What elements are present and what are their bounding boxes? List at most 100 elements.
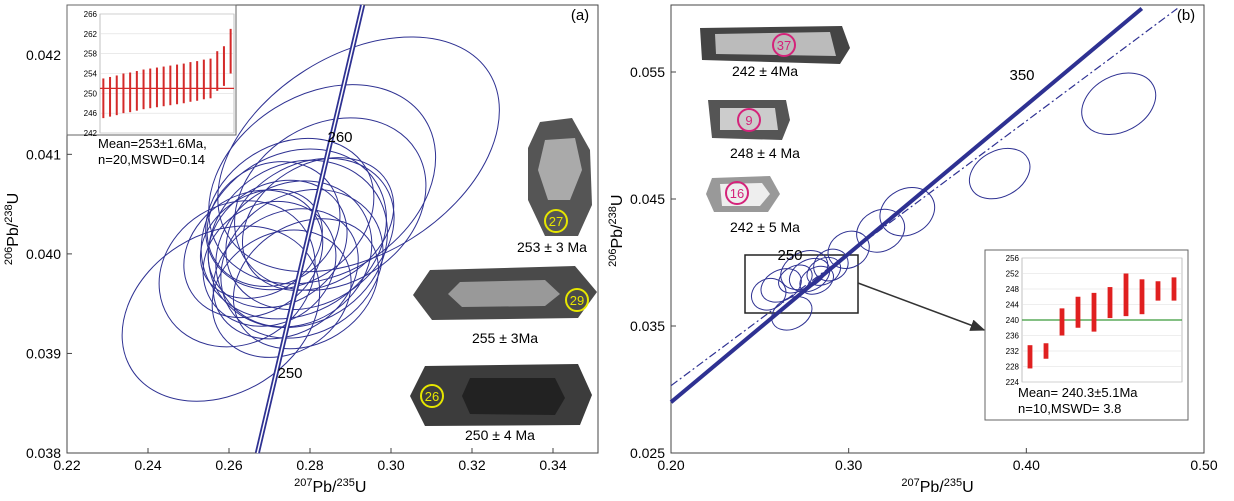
x-tick-label: 0.40	[1013, 457, 1040, 473]
grain-spot-label: 29	[570, 293, 584, 308]
error-bar	[216, 51, 218, 91]
error-bar	[1140, 279, 1145, 314]
x-tick-label: 0.34	[539, 457, 566, 473]
y-axis-label: 206Pb/238U	[607, 195, 626, 267]
error-bar	[196, 61, 198, 101]
label-text: U	[355, 479, 367, 496]
figure: 0.220.240.260.280.300.320.340.0380.0390.…	[0, 0, 1234, 496]
error-bar	[169, 66, 171, 106]
error-bar	[1108, 287, 1113, 318]
y-tick-label: 246	[84, 109, 98, 118]
y-tick-label: 0.040	[26, 246, 61, 262]
y-tick-label: 0.045	[630, 191, 665, 207]
grain-spot-label: 16	[730, 186, 744, 201]
y-tick-label: 0.042	[26, 47, 61, 63]
y-tick-label: 236	[1006, 332, 1020, 341]
error-ellipse	[1071, 61, 1166, 147]
x-axis-label: 207Pb/235U	[294, 477, 366, 496]
label-superscript: 207	[901, 477, 919, 489]
error-bar	[230, 29, 232, 74]
zircon-image	[462, 378, 565, 415]
inset-summary: n=20,MSWD=0.14	[98, 152, 205, 167]
x-axis-label: 207Pb/235U	[901, 477, 973, 496]
label-text: Pb/	[609, 224, 626, 249]
label-text: Pb/	[5, 222, 22, 247]
y-tick-label: 266	[84, 10, 98, 19]
label-superscript: 235	[944, 477, 962, 489]
label-superscript: 207	[294, 477, 312, 489]
label-superscript: 238	[607, 206, 619, 224]
y-tick-label: 0.039	[26, 345, 61, 361]
concordia-age-label: 250	[777, 247, 802, 264]
grain-spot-label: 26	[425, 389, 439, 404]
error-bar	[189, 62, 191, 102]
error-bar	[143, 70, 145, 110]
grain-spot-label: 37	[777, 38, 791, 53]
y-axis-label: 206Pb/238U	[3, 193, 22, 265]
y-tick-label: 254	[84, 70, 98, 79]
error-bar	[1076, 297, 1081, 328]
y-tick-label: 240	[1006, 316, 1020, 325]
grain-age: 255 ± 3Ma	[472, 330, 538, 346]
error-bar	[183, 64, 185, 104]
y-tick-label: 0.038	[26, 445, 61, 461]
y-tick-label: 256	[1006, 254, 1020, 263]
y-tick-label: 0.025	[630, 445, 665, 461]
grain-age: 242 ± 4Ma	[732, 63, 798, 79]
y-tick-label: 252	[1006, 270, 1020, 279]
x-tick-label: 0.26	[215, 457, 242, 473]
error-ellipse	[871, 178, 943, 245]
error-bar	[129, 73, 131, 113]
y-tick-label: 0.035	[630, 318, 665, 334]
error-bar	[116, 75, 118, 115]
concordia-age-label: 350	[1009, 67, 1034, 84]
y-tick-label: 244	[1006, 301, 1020, 310]
grain-spot-label: 27	[549, 214, 563, 229]
label-text: Pb/	[920, 479, 945, 496]
error-bar	[122, 74, 124, 114]
label-text: Pb/	[312, 479, 337, 496]
y-tick-label: 258	[84, 50, 98, 59]
label-text: U	[609, 195, 626, 207]
error-bar	[102, 78, 104, 118]
error-bar	[210, 59, 212, 99]
error-bar	[1156, 281, 1161, 300]
error-bar	[149, 69, 151, 109]
label-superscript: 206	[3, 247, 15, 265]
error-bar	[109, 77, 111, 117]
label-text: U	[962, 479, 974, 496]
panel-label: (b)	[1177, 7, 1195, 24]
label-superscript: 206	[607, 249, 619, 267]
error-bar	[1124, 274, 1129, 317]
concordia-age-label: 250	[277, 365, 302, 382]
y-tick-label: 242	[84, 129, 98, 138]
x-tick-label: 0.32	[458, 457, 485, 473]
y-tick-label: 232	[1006, 347, 1020, 356]
error-bar	[136, 71, 138, 111]
x-tick-label: 0.30	[835, 457, 862, 473]
x-tick-label: 0.24	[134, 457, 161, 473]
concordia-age-label: 260	[327, 129, 352, 146]
error-ellipse	[179, 177, 359, 351]
label-superscript: 235	[336, 477, 354, 489]
x-tick-label: 0.28	[296, 457, 323, 473]
zoom-arrow	[858, 283, 984, 330]
grain-age: 253 ± 3 Ma	[517, 239, 587, 255]
grain-spot-label: 9	[745, 113, 752, 128]
error-bar	[1092, 293, 1097, 332]
inset-summary: n=10,MSWD= 3.8	[1018, 401, 1121, 416]
panel-label: (a)	[571, 7, 589, 24]
y-tick-label: 228	[1006, 363, 1020, 372]
inset-summary: Mean=253±1.6Ma,	[98, 136, 207, 151]
error-bar	[1044, 343, 1049, 359]
inset-summary: Mean= 240.3±5.1Ma	[1018, 385, 1138, 400]
label-superscript: 238	[3, 204, 15, 222]
y-tick-label: 250	[84, 89, 98, 98]
y-tick-label: 262	[84, 30, 98, 39]
y-tick-label: 0.055	[630, 64, 665, 80]
error-bar	[1060, 308, 1065, 335]
y-tick-label: 248	[1006, 285, 1020, 294]
label-text: U	[5, 193, 22, 205]
error-bar	[223, 46, 225, 86]
grain-age: 248 ± 4 Ma	[730, 145, 800, 161]
